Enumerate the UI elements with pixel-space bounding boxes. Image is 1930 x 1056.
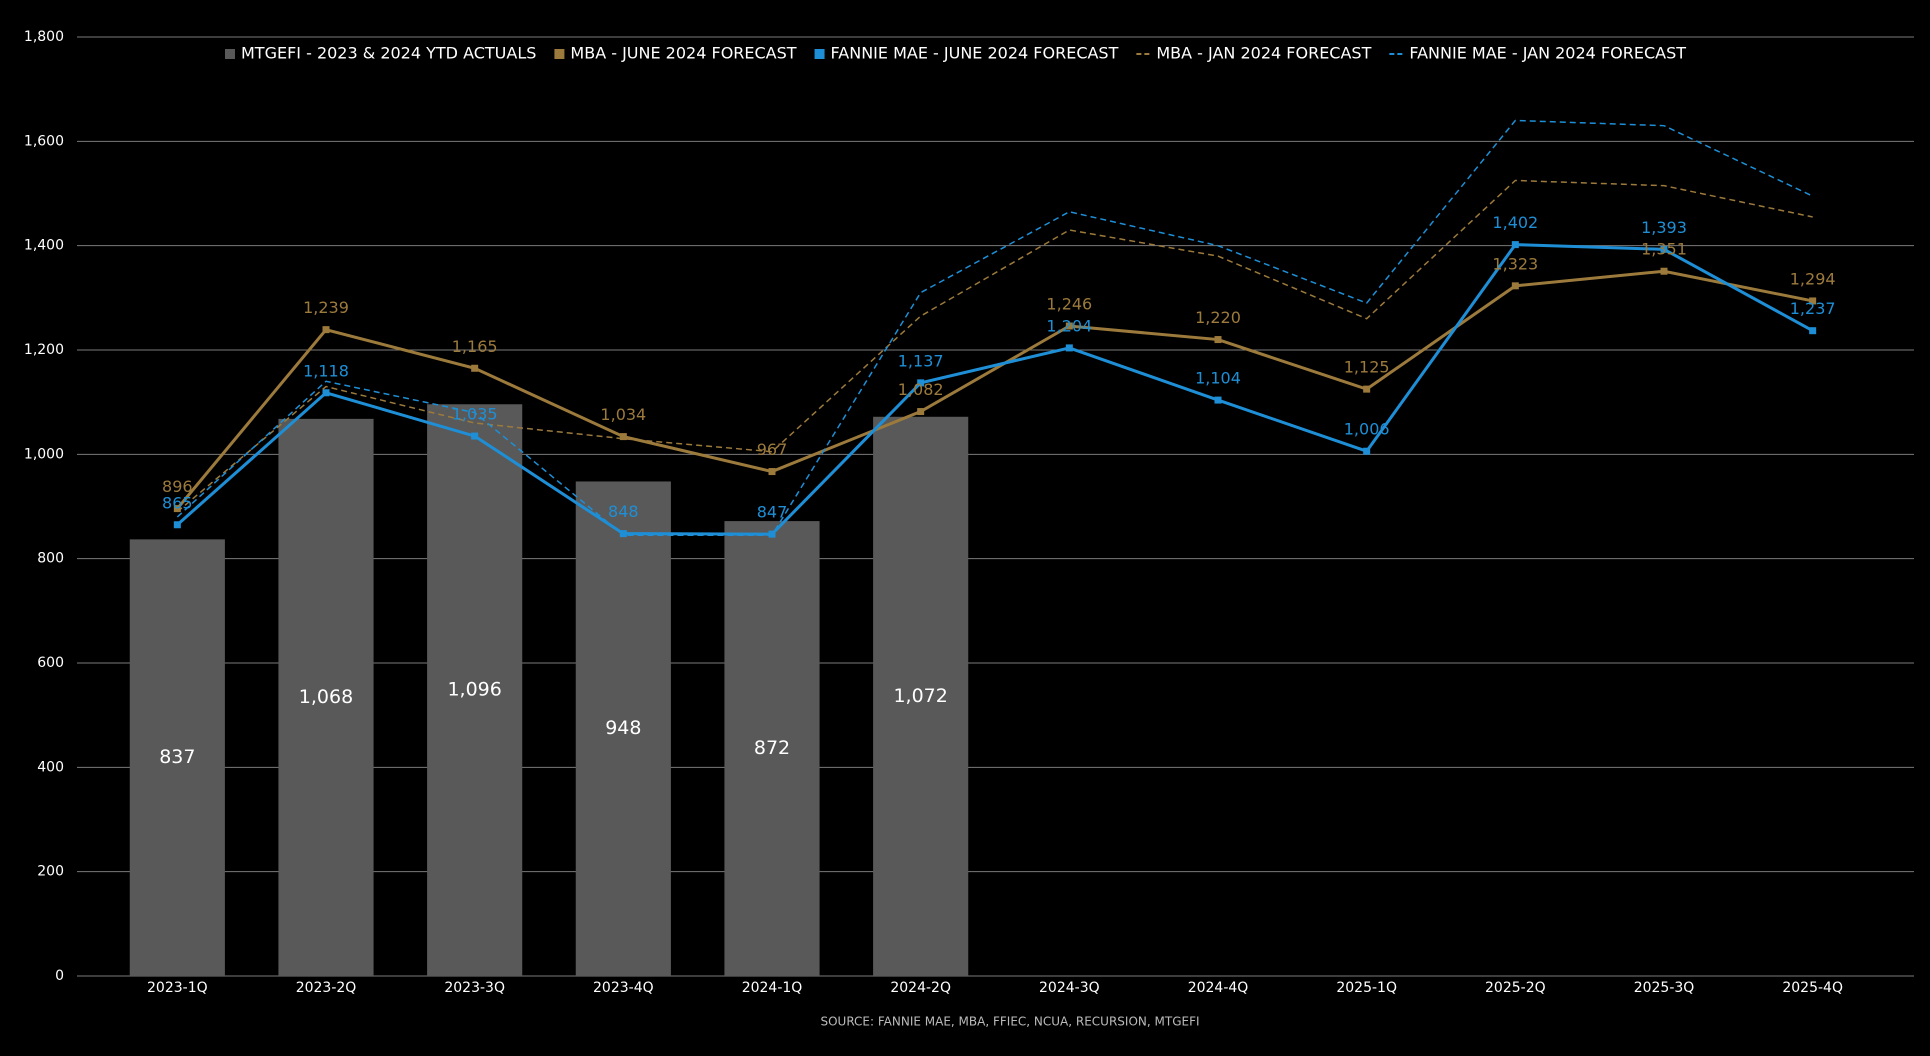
- bar: [873, 416, 969, 977]
- source-note: SOURCE: FANNIE MAE, MBA, FFIEC, NCUA, RE…: [820, 1015, 1199, 1029]
- line-value-label: 1,165: [452, 337, 498, 356]
- bar: [278, 418, 374, 976]
- line-value-label: 1,082: [898, 380, 944, 399]
- line-value-label: 1,239: [303, 298, 349, 317]
- legend-label: FANNIE MAE - JAN 2024 FORECAST: [1409, 44, 1686, 63]
- line-value-label: 1,118: [303, 361, 349, 380]
- y-tick-label: 1,200: [24, 342, 64, 358]
- line-value-label: 896: [162, 477, 193, 496]
- line-marker: [322, 326, 330, 334]
- line-marker: [1660, 245, 1668, 253]
- legend-swatch: [814, 49, 825, 59]
- legend: MTGEFI - 2023 & 2024 YTD ACTUALS MBA - JU…: [224, 44, 1686, 63]
- y-tick-label: 200: [37, 864, 64, 880]
- bar: [427, 404, 523, 977]
- x-tick-label: 2024-3Q: [1039, 980, 1100, 996]
- line-series: [176, 179, 1813, 513]
- line-series: [176, 243, 1814, 536]
- line-value-label: 1,393: [1641, 218, 1687, 237]
- line-marker: [322, 389, 330, 397]
- x-tick-label: 2023-3Q: [444, 980, 505, 996]
- line-value-label: 1,125: [1344, 358, 1390, 377]
- line-marker: [1363, 385, 1371, 393]
- bar-value-label: 1,072: [893, 685, 947, 707]
- x-tick-label: 2025-4Q: [1782, 980, 1843, 996]
- bar: [724, 521, 820, 976]
- line-value-label: 1,294: [1790, 269, 1836, 288]
- bar: [575, 481, 671, 976]
- x-tick-label: 2025-3Q: [1634, 980, 1695, 996]
- line-marker: [1660, 267, 1668, 275]
- x-tick-label: 2024-1Q: [742, 980, 803, 996]
- y-tick-label: 1,000: [24, 446, 64, 462]
- line-marker: [1065, 344, 1073, 352]
- x-tick-label: 2024-4Q: [1188, 980, 1249, 996]
- line-value-label: 1,034: [600, 405, 646, 424]
- line-value-label: 1,246: [1046, 295, 1092, 314]
- line-value-label: 1,035: [452, 405, 498, 424]
- legend-swatch: [224, 49, 235, 59]
- line-value-label: 865: [162, 493, 193, 512]
- line-marker: [1511, 282, 1519, 290]
- x-tick-label: 2023-2Q: [296, 980, 357, 996]
- line-value-label: 1,351: [1641, 240, 1687, 259]
- line-value-label: 967: [757, 440, 788, 459]
- line-value-label: 1,220: [1195, 308, 1241, 327]
- line-value-label: 1,323: [1492, 254, 1538, 273]
- line-marker: [1809, 327, 1817, 335]
- x-tick-label: 2024-2Q: [890, 980, 951, 996]
- line-marker: [471, 364, 479, 372]
- line-marker: [1214, 396, 1222, 404]
- line-value-label: 1,204: [1046, 316, 1092, 335]
- line-series: [176, 119, 1813, 536]
- line-value-label: 1,006: [1344, 420, 1390, 439]
- y-tick-label: 0: [55, 968, 64, 984]
- line-marker: [471, 432, 479, 440]
- line-marker: [1214, 336, 1222, 344]
- legend-label: FANNIE MAE - JUNE 2024 FORECAST: [831, 44, 1119, 63]
- x-tick-label: 2023-4Q: [593, 980, 654, 996]
- line-marker: [917, 379, 925, 387]
- x-tick-label: 2025-2Q: [1485, 980, 1546, 996]
- bar-value-label: 1,096: [447, 679, 501, 701]
- line-value-label: 847: [757, 503, 788, 522]
- y-tick-label: 1,800: [24, 29, 64, 45]
- line-marker: [1065, 322, 1073, 330]
- line-marker: [173, 521, 181, 529]
- y-tick-label: 600: [37, 655, 64, 671]
- line-value-label: 1,237: [1790, 299, 1836, 318]
- line-value-label: 1,137: [898, 351, 944, 370]
- y-tick-label: 400: [37, 759, 64, 775]
- y-tick-label: 800: [37, 551, 64, 567]
- line-value-label: 1,402: [1492, 213, 1538, 232]
- line-marker: [619, 530, 627, 538]
- line-marker: [917, 408, 925, 416]
- line-value-label: 1,104: [1195, 369, 1241, 388]
- legend-label: MBA - JAN 2024 FORECAST: [1156, 44, 1371, 63]
- bar-value-label: 872: [754, 737, 790, 759]
- y-tick-label: 1,600: [24, 133, 64, 149]
- line-series: [176, 269, 1813, 510]
- legend-swatch: [554, 49, 565, 59]
- line-marker: [1809, 297, 1817, 305]
- bar: [129, 539, 225, 976]
- x-tick-label: 2025-1Q: [1336, 980, 1397, 996]
- legend-label: MTGEFI - 2023 & 2024 YTD ACTUALS: [241, 44, 536, 63]
- bar-value-label: 948: [605, 717, 641, 739]
- line-marker: [1511, 241, 1519, 249]
- bar-value-label: 1,068: [299, 686, 353, 708]
- line-value-label: 848: [608, 502, 639, 521]
- line-marker: [1363, 447, 1371, 455]
- y-tick-label: 1,400: [24, 238, 64, 254]
- line-marker: [619, 433, 627, 441]
- legend-label: MBA - JUNE 2024 FORECAST: [570, 44, 796, 63]
- bar-value-label: 837: [159, 746, 195, 768]
- line-marker: [768, 468, 776, 476]
- x-tick-label: 2023-1Q: [147, 980, 208, 996]
- line-marker: [173, 505, 181, 513]
